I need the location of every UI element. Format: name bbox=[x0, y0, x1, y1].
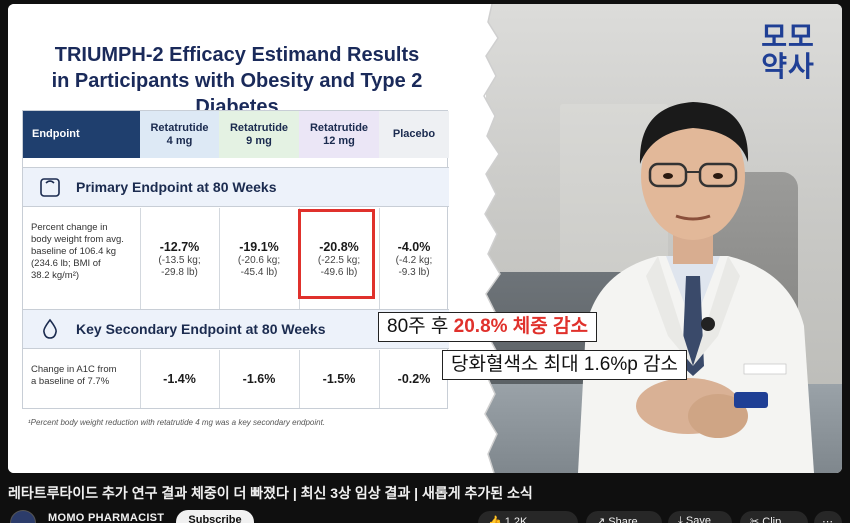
cell-a1c-r9-value: -1.6% bbox=[242, 372, 276, 386]
cell-weight-r12: -20.8% (-22.5 kg; -49.6 lb) bbox=[299, 208, 379, 309]
header-endpoint-label: Endpoint bbox=[32, 128, 80, 140]
brand-line-2: 약사 bbox=[761, 51, 815, 82]
table-row-a1c: Change in A1C from a baseline of 7.7% -1… bbox=[23, 350, 449, 408]
caption-weight-loss-highlight: 20.8% 체중 감소 bbox=[453, 316, 589, 337]
column-divider bbox=[379, 350, 380, 408]
presenter-figure bbox=[578, 102, 814, 473]
header-placebo-label: Placebo bbox=[392, 128, 436, 140]
brand-line-1: 모모 bbox=[761, 21, 815, 52]
row-weight-label-l2: body weight from avg. bbox=[31, 234, 124, 245]
cell-weight-r4-ci2: -29.8 lb) bbox=[161, 266, 198, 278]
cell-weight-r12-ci2: -49.6 lb) bbox=[320, 266, 358, 278]
header-r9-line-2: 9 mg bbox=[246, 134, 272, 147]
cell-weight-r4: -12.7% (-13.5 kg; -29.8 lb) bbox=[140, 208, 219, 309]
cell-weight-r4-ci1: (-13.5 kg; bbox=[158, 254, 201, 266]
presentation-slide: TRIUMPH-2 Efficacy Estimand Results in P… bbox=[8, 4, 486, 473]
share-button[interactable]: ↗ Share bbox=[586, 511, 662, 523]
row-a1c-label-l2: a baseline of 7.7% bbox=[31, 376, 110, 387]
channel-logo: 모모 약사 bbox=[748, 22, 828, 82]
cell-weight-pl-ci1: (-4.2 kg; bbox=[395, 254, 433, 266]
subscribe-button[interactable]: Subscribe bbox=[176, 510, 254, 523]
header-r12-line-1: Retatrutide bbox=[309, 121, 369, 134]
cell-a1c-r9: -1.6% bbox=[219, 350, 299, 408]
cell-weight-r12-main: -20.8% bbox=[319, 239, 359, 254]
section-secondary-label: Key Secondary Endpoint at 80 Weeks bbox=[76, 321, 326, 337]
scale-icon bbox=[37, 174, 63, 200]
clip-button[interactable]: ✂ Clip bbox=[740, 511, 808, 523]
video-player[interactable]: 모모 약사 TRIUMPH-2 Efficacy Estimand Result… bbox=[8, 4, 842, 473]
slide-title-line-1: TRIUMPH-2 Efficacy Estimand Results bbox=[54, 44, 420, 66]
section-primary-label: Primary Endpoint at 80 Weeks bbox=[76, 179, 277, 195]
cell-a1c-r4-value: -1.4% bbox=[163, 372, 196, 386]
cell-weight-pl-main: -4.0% bbox=[397, 239, 431, 254]
row-weight-label-l1: Percent change in bbox=[31, 222, 108, 233]
slide-footnote: ¹Percent body weight reduction with reta… bbox=[28, 418, 326, 427]
drop-icon bbox=[37, 316, 63, 342]
caption-weight-loss: 80주 후 20.8% 체중 감소 bbox=[378, 312, 598, 342]
cell-weight-r9-ci2: -45.4 lb) bbox=[240, 266, 278, 278]
torn-paper-edge bbox=[478, 4, 501, 473]
column-divider bbox=[219, 350, 220, 408]
highlight-box-12mg bbox=[298, 209, 375, 299]
row-weight-label-l3: baseline of 106.4 kg bbox=[31, 246, 117, 257]
cell-weight-r9: -19.1% (-20.6 kg; -45.4 lb) bbox=[219, 208, 299, 309]
cell-weight-r12-ci1: (-22.5 kg; bbox=[317, 254, 361, 266]
cell-weight-placebo: -4.0% (-4.2 kg; -9.3 lb) bbox=[379, 208, 449, 309]
header-r12-line-2: 12 mg bbox=[323, 134, 355, 147]
row-weight-label: Percent change in body weight from avg. … bbox=[31, 222, 124, 282]
header-r9-line-1: Retatrutide bbox=[229, 121, 289, 134]
column-divider bbox=[299, 350, 300, 408]
like-button[interactable]: 👍 1.2K bbox=[478, 511, 578, 523]
cell-weight-r9-ci1: (-20.6 kg; bbox=[237, 254, 281, 266]
header-r4-line-1: Retatrutide bbox=[150, 121, 209, 134]
channel-row: MOMO PHARMACIST Subscribe 👍 1.2K ↗ Share… bbox=[8, 508, 850, 523]
cell-a1c-r12: -1.5% bbox=[299, 350, 379, 408]
table-row-weight: Percent change in body weight from avg. … bbox=[23, 208, 449, 309]
more-actions-button[interactable]: ⋯ bbox=[814, 511, 842, 523]
header-placebo: Placebo bbox=[379, 111, 449, 158]
column-divider bbox=[219, 208, 220, 309]
row-a1c-label-l1: Change in A1C from bbox=[31, 364, 117, 375]
channel-name[interactable]: MOMO PHARMACIST bbox=[48, 512, 165, 523]
row-weight-label-l5: 38.2 kg/m²) bbox=[31, 270, 80, 281]
row-weight-label-l4: (234.6 lb; BMI of bbox=[31, 258, 101, 269]
header-retatrutide-4mg: Retatrutide 4 mg bbox=[140, 111, 219, 158]
header-retatrutide-12mg: Retatrutide 12 mg bbox=[299, 111, 379, 158]
cell-a1c-pl-value: -0.2% bbox=[397, 372, 431, 386]
header-r4-line-2: 4 mg bbox=[166, 134, 193, 147]
channel-avatar[interactable] bbox=[10, 510, 36, 523]
slide-title: TRIUMPH-2 Efficacy Estimand Results in P… bbox=[8, 42, 466, 120]
caption-a1c: 당화혈색소 최대 1.6%p 감소 bbox=[442, 350, 688, 380]
column-divider bbox=[379, 208, 380, 309]
cell-weight-r4-main: -12.7% bbox=[159, 239, 200, 254]
cell-weight-pl-ci2: -9.3 lb) bbox=[398, 266, 430, 278]
header-endpoint: Endpoint bbox=[23, 111, 140, 158]
section-primary-endpoint: Primary Endpoint at 80 Weeks bbox=[23, 167, 449, 207]
video-title: 레타트루타이드 추가 연구 결과 체중이 더 빠졌다 | 최신 3상 임상 결과… bbox=[8, 485, 533, 501]
cell-a1c-r4: -1.4% bbox=[140, 350, 219, 408]
cell-a1c-r12-value: -1.5% bbox=[322, 372, 356, 386]
row-a1c-label: Change in A1C from a baseline of 7.7% bbox=[31, 364, 117, 388]
header-retatrutide-9mg: Retatrutide 9 mg bbox=[219, 111, 299, 158]
caption-weight-loss-prefix: 80주 후 bbox=[387, 316, 454, 337]
cell-weight-r9-main: -19.1% bbox=[239, 239, 279, 254]
cell-a1c-placebo: -0.2% bbox=[379, 350, 449, 408]
column-divider bbox=[140, 350, 141, 408]
column-divider bbox=[140, 208, 141, 309]
save-button[interactable]: ⤓ Save bbox=[668, 511, 732, 523]
results-table: Endpoint Retatrutide 4 mg Retatrutide 9 … bbox=[22, 110, 449, 409]
